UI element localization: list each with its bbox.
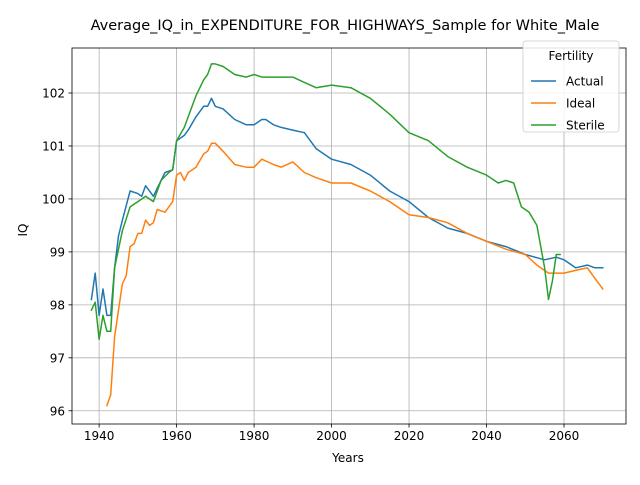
x-tick-label: 2000 <box>316 429 347 443</box>
x-tick-label: 1980 <box>239 429 270 443</box>
y-tick-label: 98 <box>50 298 65 312</box>
x-axis-label: Years <box>331 451 364 465</box>
y-tick-label: 100 <box>42 192 65 206</box>
plot-area: 1940 1960 1980 2000 2020 2040 2060 96 97 98 99 100 1… <box>42 47 627 443</box>
legend-label-ideal: Ideal <box>566 97 595 111</box>
x-tick-label: 1960 <box>161 429 192 443</box>
x-tick-label: 2060 <box>549 429 580 443</box>
x-tick-label: 2040 <box>471 429 502 443</box>
y-axis-label: IQ <box>16 224 30 237</box>
series-line-ideal <box>105 142 604 407</box>
y-tick-label: 97 <box>50 351 65 365</box>
legend: Fertility Actual Ideal Sterile <box>522 40 620 133</box>
x-tick-label: 1940 <box>84 429 115 443</box>
x-tick-label: 2020 <box>394 429 425 443</box>
y-tick-label: 99 <box>50 245 65 259</box>
legend-box <box>522 40 620 133</box>
plot-frame <box>71 47 627 425</box>
y-tick-label: 101 <box>42 139 65 153</box>
legend-label-sterile: Sterile <box>566 119 605 133</box>
legend-title: Fertility <box>548 49 593 63</box>
series-line-sterile <box>90 63 561 341</box>
y-tick-label: 102 <box>42 87 65 101</box>
chart-title: Average_IQ_in_EXPENDITURE_FOR_HIGHWAYS_S… <box>91 18 600 34</box>
legend-label-actual: Actual <box>566 75 604 89</box>
y-tick-label: 96 <box>50 404 65 418</box>
